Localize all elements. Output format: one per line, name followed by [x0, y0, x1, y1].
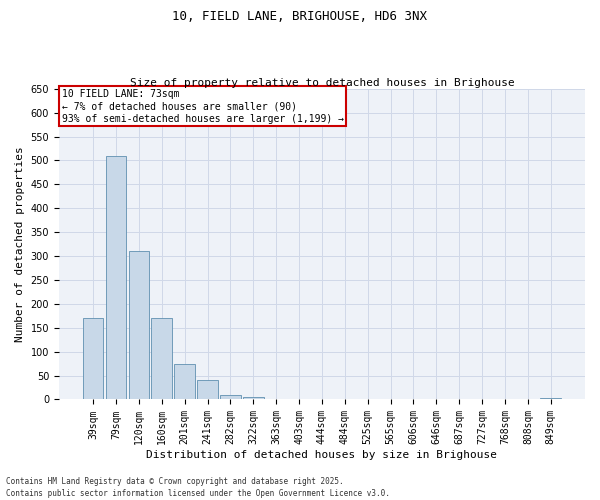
- Title: Size of property relative to detached houses in Brighouse: Size of property relative to detached ho…: [130, 78, 514, 88]
- X-axis label: Distribution of detached houses by size in Brighouse: Distribution of detached houses by size …: [146, 450, 497, 460]
- Bar: [541, 398, 561, 400]
- Bar: [243, 397, 263, 400]
- Bar: [175, 364, 195, 400]
- Bar: [151, 318, 172, 400]
- Bar: [220, 394, 241, 400]
- Bar: [266, 398, 286, 400]
- Y-axis label: Number of detached properties: Number of detached properties: [15, 146, 25, 342]
- Text: Contains HM Land Registry data © Crown copyright and database right 2025.
Contai: Contains HM Land Registry data © Crown c…: [6, 476, 390, 498]
- Text: 10 FIELD LANE: 73sqm
← 7% of detached houses are smaller (90)
93% of semi-detach: 10 FIELD LANE: 73sqm ← 7% of detached ho…: [62, 89, 344, 124]
- Text: 10, FIELD LANE, BRIGHOUSE, HD6 3NX: 10, FIELD LANE, BRIGHOUSE, HD6 3NX: [173, 10, 427, 23]
- Bar: [197, 380, 218, 400]
- Bar: [106, 156, 126, 400]
- Bar: [128, 252, 149, 400]
- Bar: [83, 318, 103, 400]
